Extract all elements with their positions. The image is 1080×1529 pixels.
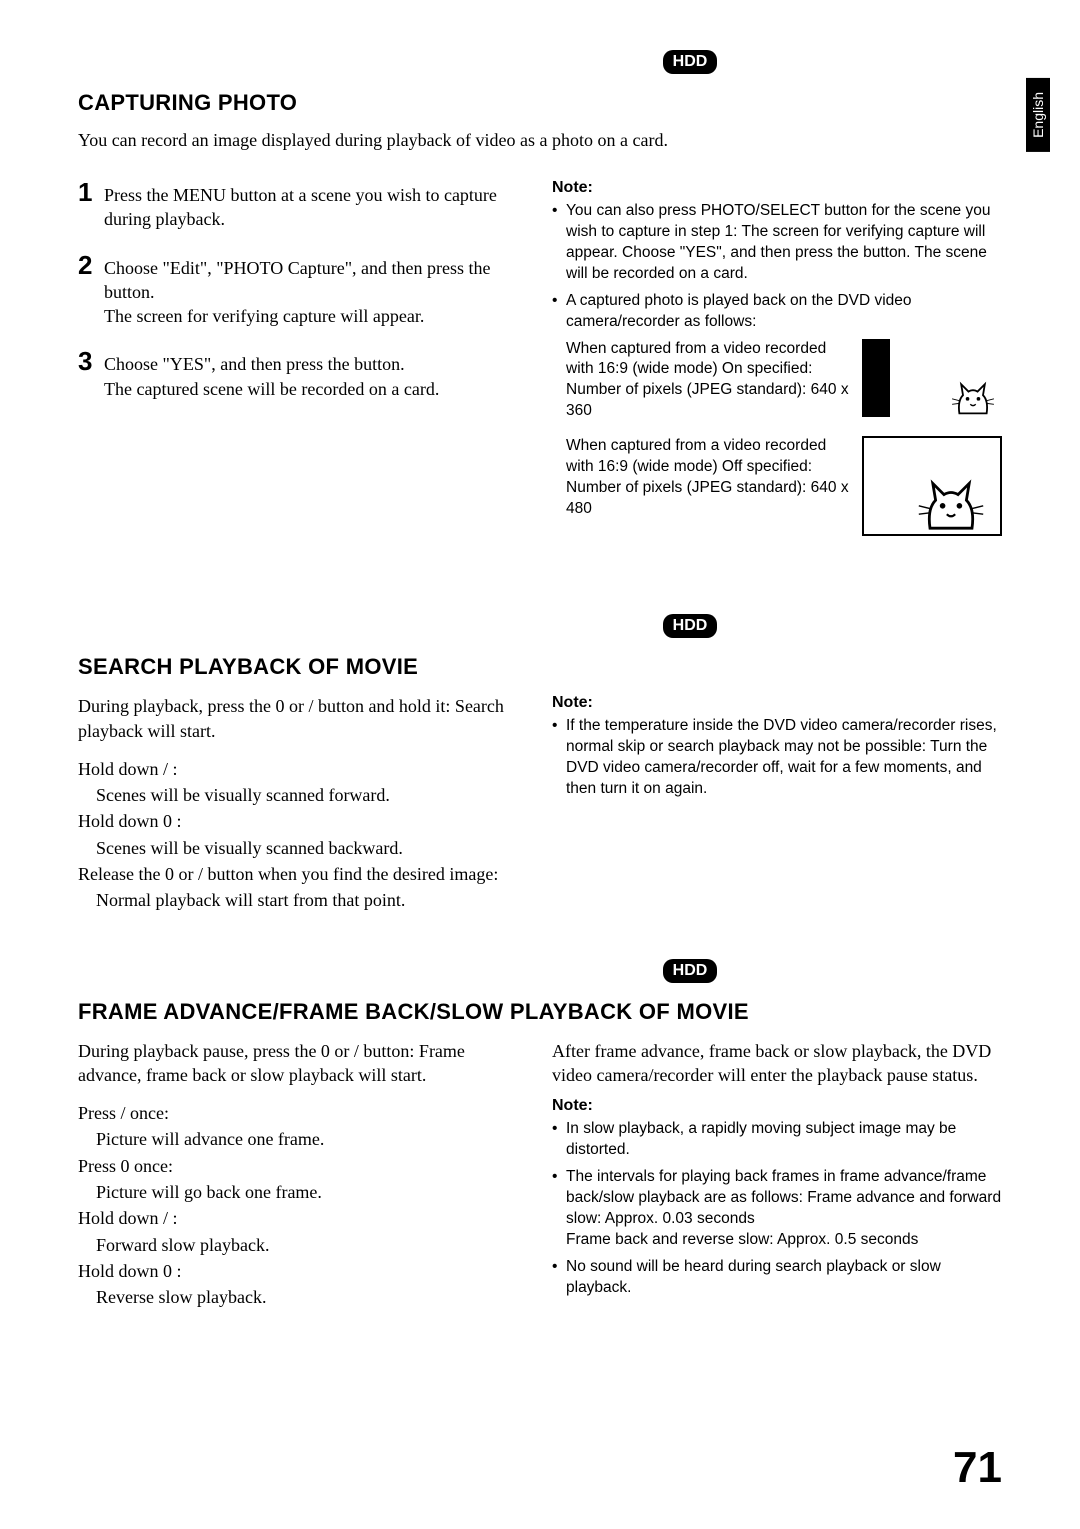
page-number: 71 — [953, 1443, 1002, 1493]
step-number: 1 — [78, 179, 98, 232]
note-item: A captured photo is played back on the D… — [552, 291, 1002, 537]
step-1: 1 Press the MENU button at a scene you w… — [78, 179, 528, 232]
line: Press 0 once: — [78, 1154, 528, 1178]
right-column: After frame advance, frame back or slow … — [552, 1039, 1002, 1312]
page-content: HDD CAPTURING PHOTO You can record an im… — [0, 0, 1080, 1362]
note-item: The intervals for playing back frames in… — [552, 1167, 1002, 1251]
note-list: You can also press PHOTO/SELECT button f… — [552, 201, 1002, 536]
note-list: In slow playback, a rapidly moving subje… — [552, 1119, 1002, 1298]
line-indent: Reverse slow playback. — [78, 1285, 528, 1309]
step-3: 3 Choose "YES", and then press the butto… — [78, 348, 528, 401]
note-heading: Note: — [552, 1097, 1002, 1115]
section-title: SEARCH PLAYBACK OF MOVIE — [78, 654, 1002, 680]
notes-column: Note: You can also press PHOTO/SELECT bu… — [552, 179, 1002, 550]
line: Hold down 0 : — [78, 809, 528, 833]
note-heading: Note: — [552, 694, 1002, 712]
note-item: In slow playback, a rapidly moving subje… — [552, 1119, 1002, 1161]
step-body: Choose "YES", and then press the button.… — [104, 348, 439, 401]
section-search-playback: HDD SEARCH PLAYBACK OF MOVIE During play… — [78, 614, 1002, 914]
step-body: Choose "Edit", "PHOTO Capture", and then… — [104, 252, 528, 329]
hdd-badge: HDD — [663, 959, 718, 983]
step-body: Press the MENU button at a scene you wis… — [104, 179, 528, 232]
note-item: You can also press PHOTO/SELECT button f… — [552, 201, 1002, 285]
left-column: During playback, press the 0 or / button… — [78, 694, 528, 914]
aspect-169-thumbnail — [862, 339, 1002, 417]
note-item: No sound will be heard during search pla… — [552, 1257, 1002, 1299]
paragraph: During playback, press the 0 or / button… — [78, 694, 528, 743]
cat-icon — [950, 377, 996, 417]
line: Press / once: — [78, 1101, 528, 1125]
note-text: A captured photo is played back on the D… — [566, 292, 912, 330]
line-indent: Picture will go back one frame. — [78, 1180, 528, 1204]
line: Hold down / : — [78, 1206, 528, 1230]
paragraph: After frame advance, frame back or slow … — [552, 1039, 1002, 1088]
aspect-43-thumbnail — [862, 436, 1002, 536]
note-sub-text: When captured from a video recorded with… — [566, 339, 850, 423]
section-frame-advance: HDD FRAME ADVANCE/FRAME BACK/SLOW PLAYBA… — [78, 959, 1002, 1312]
section-capturing-photo: HDD CAPTURING PHOTO You can record an im… — [78, 50, 1002, 550]
cat-icon — [916, 472, 986, 534]
hdd-badge: HDD — [663, 50, 718, 74]
steps-column: 1 Press the MENU button at a scene you w… — [78, 179, 528, 550]
right-column: Note: If the temperature inside the DVD … — [552, 694, 1002, 914]
step-number: 2 — [78, 252, 98, 329]
line-indent: Picture will advance one frame. — [78, 1127, 528, 1151]
left-column: During playback pause, press the 0 or / … — [78, 1039, 528, 1312]
line-indent: Scenes will be visually scanned forward. — [78, 783, 528, 807]
line-indent: Normal playback will start from that poi… — [78, 888, 528, 912]
paragraph: During playback pause, press the 0 or / … — [78, 1039, 528, 1088]
section-title: CAPTURING PHOTO — [78, 90, 1002, 116]
note-heading: Note: — [552, 179, 1002, 197]
section-intro: You can record an image displayed during… — [78, 130, 1002, 151]
hdd-badge: HDD — [663, 614, 718, 638]
note-item: If the temperature inside the DVD video … — [552, 716, 1002, 800]
line-indent: Scenes will be visually scanned backward… — [78, 836, 528, 860]
line: Release the 0 or / button when you find … — [78, 862, 528, 886]
note-sub-text: When captured from a video recorded with… — [566, 436, 850, 520]
step-number: 3 — [78, 348, 98, 401]
line: Hold down 0 : — [78, 1259, 528, 1283]
note-sub-43: When captured from a video recorded with… — [566, 436, 1002, 536]
note-list: If the temperature inside the DVD video … — [552, 716, 1002, 800]
section-title: FRAME ADVANCE/FRAME BACK/SLOW PLAYBACK O… — [78, 999, 1002, 1025]
note-sub-169: When captured from a video recorded with… — [566, 339, 1002, 423]
step-2: 2 Choose "Edit", "PHOTO Capture", and th… — [78, 252, 528, 329]
line-indent: Forward slow playback. — [78, 1233, 528, 1257]
line: Hold down / : — [78, 757, 528, 781]
